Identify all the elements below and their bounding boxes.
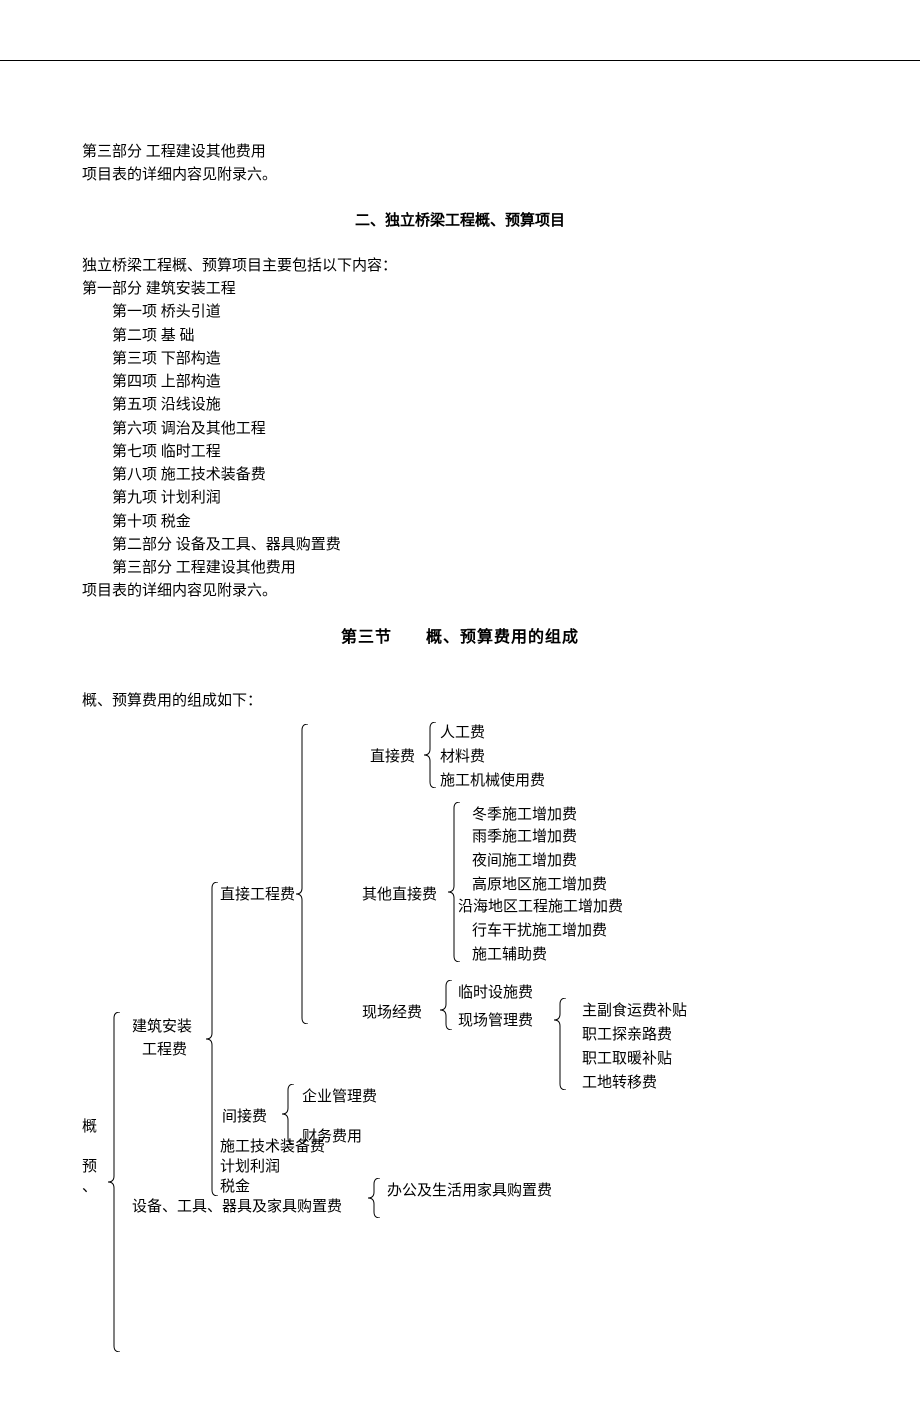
- tree-node-qtzjf: 其他直接费: [362, 884, 437, 907]
- list-item: 第一项 桥头引道: [82, 301, 838, 324]
- tree-brace-2: [296, 724, 310, 1024]
- tree-node-scfz: 施工辅助费: [472, 944, 547, 967]
- tree-brace-8: [368, 1178, 382, 1218]
- tree-node-sbgj: 设备、工具、器具及家具购置费: [132, 1196, 342, 1219]
- section-3-title: 第三节 概、预算费用的组成: [82, 626, 838, 651]
- tree-node-djsg: 冬季施工增加费: [472, 804, 577, 827]
- list-item: 第三项 下部构造: [82, 348, 838, 371]
- tree-node-root3: 、: [82, 1176, 97, 1199]
- section-2-intro: 独立桥梁工程概、预算项目主要包括以下内容：: [82, 255, 838, 278]
- list-item: 第八项 施工技术装备费: [82, 464, 838, 487]
- tree-node-qyglf: 企业管理费: [302, 1086, 377, 1109]
- tree-node-bgsh: 办公及生活用家具购置费: [387, 1180, 552, 1203]
- list-item: 第五项 沿线设施: [82, 394, 838, 417]
- tree-node-jzaz1: 建筑安装: [132, 1016, 192, 1039]
- tree-node-gydq: 高原地区施工增加费: [472, 874, 607, 897]
- tree-node-root1: 概: [82, 1116, 97, 1139]
- tree-node-jjf: 间接费: [222, 1106, 267, 1129]
- tree-brace-7: [554, 998, 568, 1090]
- tree-brace-5: [448, 802, 462, 962]
- tree-node-jzaz2: 工程费: [142, 1039, 187, 1062]
- tree-brace-0: [108, 1012, 122, 1352]
- tree-node-zgqn: 职工取暖补贴: [582, 1048, 672, 1071]
- document-page: 第三部分 工程建设其他费用 项目表的详细内容见附录六。 二、独立桥梁工程概、预算…: [0, 60, 920, 1402]
- tree-node-xcgr: 行车干扰施工增加费: [472, 920, 607, 943]
- cost-tree-diagram: 概预、建筑安装工程费设备、工具、器具及家具购置费直接工程费间接费施工技术装备费计…: [82, 722, 838, 1362]
- section-3-intro: 概、预算费用的组成如下：: [82, 690, 838, 713]
- list-item: 第四项 上部构造: [82, 371, 838, 394]
- tree-node-clf: 材料费: [440, 746, 485, 769]
- list-item: 第二项 基 础: [82, 325, 838, 348]
- tree-brace-6: [440, 980, 454, 1030]
- tree-node-zgtq: 职工探亲路费: [582, 1024, 672, 1047]
- section-2-part1: 第一部分 建筑安装工程: [82, 278, 838, 301]
- list-item: 第二部分 设备及工具、器具购置费: [82, 534, 838, 557]
- tree-brace-1: [206, 882, 220, 1196]
- top-line-1: 第三部分 工程建设其他费用: [82, 141, 838, 164]
- tree-node-yhdq: 沿海地区工程施工增加费: [458, 896, 623, 919]
- tree-node-lsssf: 临时设施费: [458, 982, 533, 1005]
- tree-node-xcglf: 现场管理费: [458, 1010, 533, 1033]
- tree-node-cwfy: 财务费用: [302, 1126, 362, 1149]
- list-item: 第九项 计划利润: [82, 487, 838, 510]
- tree-node-yjsg: 雨季施工增加费: [472, 826, 577, 849]
- tree-node-zfs: 主副食运费补贴: [582, 1000, 687, 1023]
- list-item: 第七项 临时工程: [82, 441, 838, 464]
- tree-brace-3: [282, 1084, 296, 1144]
- section-2-title: 二、独立桥梁工程概、预算项目: [82, 210, 838, 233]
- tree-node-gdzy: 工地转移费: [582, 1072, 657, 1095]
- list-item: 第三部分 工程建设其他费用: [82, 557, 838, 580]
- tree-node-rgf: 人工费: [440, 722, 485, 745]
- list-item: 第十项 税金: [82, 511, 838, 534]
- list-item: 第六项 调治及其他工程: [82, 418, 838, 441]
- tree-node-scjxsyf: 施工机械使用费: [440, 770, 545, 793]
- tree-node-zjgcf: 直接工程费: [220, 884, 295, 907]
- tree-node-yjsg2: 夜间施工增加费: [472, 850, 577, 873]
- tree-node-xcjf: 现场经费: [362, 1002, 422, 1025]
- top-line-2: 项目表的详细内容见附录六。: [82, 164, 838, 187]
- tree-brace-4: [424, 722, 438, 788]
- section-2-footer: 项目表的详细内容见附录六。: [82, 580, 838, 603]
- tree-node-zjf: 直接费: [370, 746, 415, 769]
- tree-node-sj: 税金: [220, 1176, 250, 1199]
